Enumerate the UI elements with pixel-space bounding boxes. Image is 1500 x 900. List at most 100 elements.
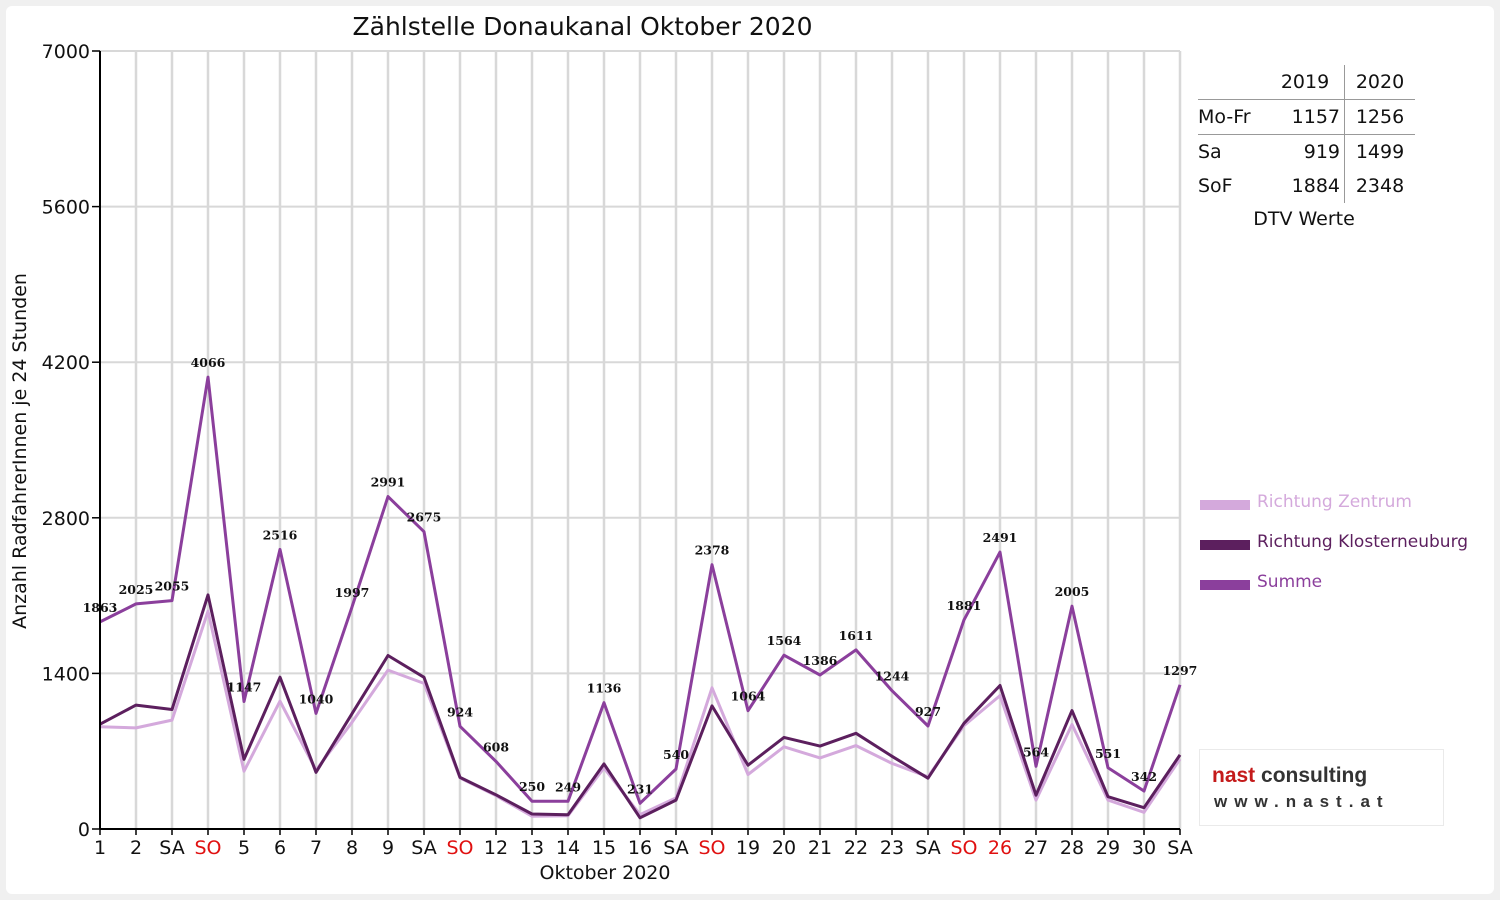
data-label: 1863 xyxy=(83,600,118,615)
x-tick-label: 26 xyxy=(988,837,1012,859)
series-line-2 xyxy=(99,375,1182,805)
data-label: 551 xyxy=(1095,746,1121,761)
x-tick-label: 16 xyxy=(628,837,652,859)
y-tick-label: 1400 xyxy=(42,663,90,685)
logo-wordmark: nast consulting xyxy=(1212,764,1367,788)
dtv-row: Sa 919 1499 xyxy=(1198,134,1415,169)
x-tick-label: 20 xyxy=(772,837,796,859)
x-tick-label: 13 xyxy=(520,837,544,859)
x-tick-label: 21 xyxy=(808,837,832,859)
data-label: 1386 xyxy=(803,653,838,668)
data-label: 2491 xyxy=(983,530,1018,545)
x-tick-label: 2 xyxy=(130,837,142,859)
nast-consulting-logo: nast consulting www.nast.at xyxy=(1200,750,1443,825)
x-tick-label: SO xyxy=(950,837,977,859)
legend-item-summe: Summe xyxy=(1200,572,1468,612)
series-line-0 xyxy=(99,609,1182,818)
x-tick-label: 14 xyxy=(556,837,580,859)
x-tick-label: 27 xyxy=(1024,837,1048,859)
x-tick-label: 30 xyxy=(1132,837,1156,859)
data-label: 249 xyxy=(555,779,581,794)
x-tick-label: SA xyxy=(411,837,436,859)
series-line-1 xyxy=(99,593,1182,820)
legend-swatch xyxy=(1200,540,1250,550)
dtv-caption: DTV Werte xyxy=(1253,208,1355,230)
legend: Richtung Zentrum Richtung Klosterneuburg… xyxy=(1200,492,1468,612)
legend-item-klosterneuburg: Richtung Klosterneuburg xyxy=(1200,532,1468,572)
dtv-value-2019: 1157 xyxy=(1270,99,1345,135)
y-tick-label: 4200 xyxy=(42,352,90,374)
x-tick-label: SO xyxy=(698,837,725,859)
x-tick-label: 6 xyxy=(274,837,286,859)
data-label: 2675 xyxy=(407,510,442,525)
logo-brand-suffix: consulting xyxy=(1255,764,1368,787)
data-label: 1147 xyxy=(227,680,262,695)
dtv-value-2020: 1499 xyxy=(1355,141,1405,163)
logo-brand: nast xyxy=(1212,764,1256,787)
x-tick-label: 19 xyxy=(736,837,760,859)
x-tick-label: 8 xyxy=(346,837,358,859)
dtv-row: SoF 1884 2348 xyxy=(1198,169,1415,203)
data-label: 231 xyxy=(627,781,653,796)
legend-item-zentrum: Richtung Zentrum xyxy=(1200,492,1468,532)
x-tick-label: 28 xyxy=(1060,837,1084,859)
data-label: 1881 xyxy=(947,598,982,613)
series-lines xyxy=(99,375,1182,820)
dtv-value-2019: 919 xyxy=(1270,134,1345,169)
data-label: 2378 xyxy=(695,543,730,558)
data-label: 1064 xyxy=(731,689,766,704)
y-tick-label: 2800 xyxy=(42,508,90,530)
dtv-header-empty xyxy=(1198,65,1270,100)
dtv-table: 2019 2020 Mo-Fr 1157 1256 Sa 919 1499 So… xyxy=(1198,65,1415,203)
x-tick-label: SO xyxy=(194,837,221,859)
x-tick-label: 15 xyxy=(592,837,616,859)
data-label: 4066 xyxy=(191,355,226,370)
x-tick-label: 23 xyxy=(880,837,904,859)
y-tick-label: 5600 xyxy=(42,197,90,219)
dtv-value-2019: 1884 xyxy=(1270,169,1345,203)
legend-label: Richtung Zentrum xyxy=(1257,492,1412,512)
x-tick-label: SA xyxy=(915,837,940,859)
grid xyxy=(100,50,1182,829)
legend-swatch xyxy=(1200,500,1250,510)
data-label: 2025 xyxy=(119,582,154,597)
dtv-header-row: 2019 2020 xyxy=(1198,65,1415,100)
data-label: 2991 xyxy=(371,475,406,490)
chart-title: Zählstelle Donaukanal Oktober 2020 xyxy=(352,12,813,41)
legend-label: Richtung Klosterneuburg xyxy=(1257,532,1469,552)
data-label: 564 xyxy=(1023,744,1049,759)
data-label: 1244 xyxy=(875,669,910,684)
y-axis-title: Anzahl RadfahrerInnen je 24 Stunden xyxy=(9,273,31,629)
logo-url: www.nast.at xyxy=(1214,792,1390,811)
legend-label: Summe xyxy=(1257,572,1323,592)
data-label: 1564 xyxy=(767,633,802,648)
dtv-row-label: Sa xyxy=(1198,141,1222,163)
data-label: 2005 xyxy=(1055,584,1090,599)
dtv-row-label: Mo-Fr xyxy=(1198,99,1270,135)
x-tick-label: SA xyxy=(159,837,184,859)
data-label: 250 xyxy=(519,779,545,794)
dtv-value-2020: 2348 xyxy=(1355,175,1405,197)
x-tick-label: 9 xyxy=(382,837,394,859)
x-tick-label: 7 xyxy=(310,837,322,859)
dtv-value-2020: 1256 xyxy=(1344,99,1415,135)
data-label: 927 xyxy=(915,704,941,719)
data-label: 1040 xyxy=(299,691,334,706)
data-label: 1997 xyxy=(335,585,370,600)
data-label: 2516 xyxy=(263,527,298,542)
dtv-row-label: SoF xyxy=(1198,175,1233,197)
y-tick-label: 0 xyxy=(78,819,90,841)
x-axis-title: Oktober 2020 xyxy=(539,862,671,884)
dtv-header-2019: 2019 xyxy=(1270,65,1345,100)
y-tick-label: 7000 xyxy=(42,41,90,63)
x-tick-label: 1 xyxy=(94,837,106,859)
x-tick-label: 22 xyxy=(844,837,868,859)
data-label: 342 xyxy=(1131,769,1157,784)
x-tick-label: 5 xyxy=(238,837,250,859)
data-label: 2055 xyxy=(155,579,190,594)
data-label: 924 xyxy=(447,704,473,719)
x-tick-label: SA xyxy=(663,837,688,859)
